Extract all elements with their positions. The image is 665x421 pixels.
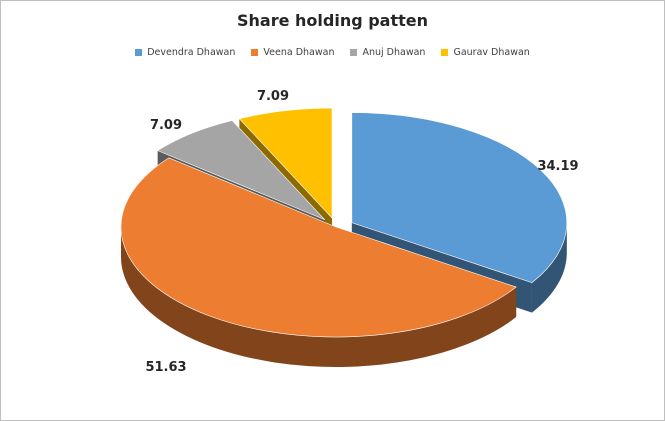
- slice-outer-wall-veena-dhawan: [121, 227, 517, 367]
- legend-item-anuj-dhawan: Anuj Dhawan: [350, 47, 425, 58]
- legend: Devendra Dhawan Veena Dhawan Anuj Dhawan…: [1, 47, 664, 58]
- legend-swatch-gaurav-dhawan: [441, 49, 449, 56]
- legend-swatch-devendra-dhawan: [135, 49, 143, 56]
- legend-item-gaurav-dhawan: Gaurav Dhawan: [441, 47, 530, 58]
- legend-swatch-veena-dhawan: [251, 49, 259, 56]
- slice-top-veena-dhawan: [120, 157, 517, 338]
- legend-item-devendra-dhawan: Devendra Dhawan: [135, 47, 235, 58]
- data-label-gaurav-dhawan: 7.09: [257, 89, 289, 104]
- legend-swatch-anuj-dhawan: [350, 49, 358, 56]
- data-label-devendra-dhawan: 34.19: [537, 159, 578, 174]
- slice-top-gaurav-dhawan: [238, 107, 333, 219]
- legend-label-gaurav-dhawan: Gaurav Dhawan: [453, 47, 530, 58]
- legend-item-veena-dhawan: Veena Dhawan: [251, 47, 334, 58]
- data-label-veena-dhawan: 51.63: [145, 360, 186, 375]
- slice-outer-wall-devendra-dhawan: [531, 222, 567, 313]
- legend-label-anuj-dhawan: Anuj Dhawan: [362, 47, 426, 58]
- slice-top-anuj-dhawan: [156, 120, 326, 221]
- chart-title: Share holding patten: [236, 11, 429, 30]
- legend-label-devendra-dhawan: Devendra Dhawan: [147, 47, 236, 58]
- slice-top-devendra-dhawan: [351, 112, 568, 283]
- legend-label-veena-dhawan: Veena Dhawan: [263, 47, 335, 58]
- slice-veena-dhawan: [120, 157, 517, 367]
- data-label-anuj-dhawan: 7.09: [150, 118, 182, 133]
